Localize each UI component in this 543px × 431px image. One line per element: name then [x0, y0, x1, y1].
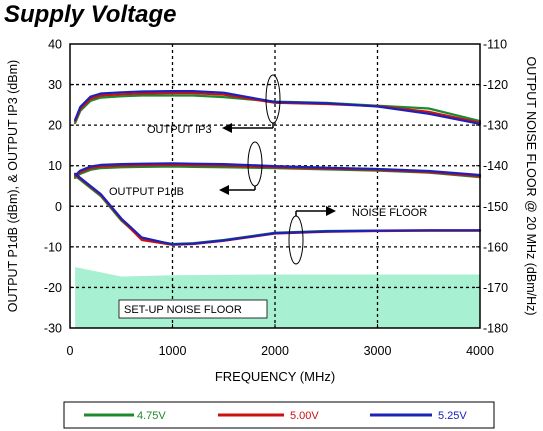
series-line-noise-floor-5-25v: [73, 172, 482, 246]
x-tick-label: 4000: [466, 344, 494, 358]
left-y-tick-label: 40: [48, 38, 62, 52]
series-line-output-ip3-5-25v: [73, 89, 482, 126]
setup-noise-floor-area: [75, 267, 480, 328]
p1db-annotation: OUTPUT P1dB: [109, 141, 263, 198]
setup-noise-label: SET-UP NOISE FLOOR: [124, 304, 242, 316]
right-axis-label: OUTPUT NOISE FLOOR @ 20 MHz (dBm/Hz): [524, 56, 538, 315]
legend-label-5-25v: 5.25V: [438, 410, 467, 422]
left-y-tick-label: -20: [44, 281, 62, 295]
setup-noise-annotation: SET-UP NOISE FLOOR: [118, 299, 268, 319]
ip3-annotation: OUTPUT IP3: [147, 74, 281, 136]
right-y-tick-label: -170: [483, 281, 508, 295]
right-y-tick-label: -110: [483, 38, 507, 52]
p1db-label: OUTPUT P1dB: [109, 186, 184, 198]
left-y-tick-label: 10: [48, 159, 62, 173]
x-tick-label: 3000: [364, 344, 392, 358]
noise-floor-annotation: NOISE FLOOR: [288, 206, 427, 265]
left-axis-label: OUTPUT P1dB (dBm), & OUTPUT IP3 (dBm): [6, 60, 20, 312]
x-tick-label: 1000: [159, 344, 187, 358]
right-y-tick-label: -150: [483, 200, 508, 214]
right-y-tick-label: -130: [483, 119, 508, 133]
left-y-tick-label: 20: [48, 119, 62, 133]
setup-noise-label-box: [118, 299, 268, 319]
left-y-tick-label: -10: [44, 240, 62, 254]
ip3-arrow-head: [222, 123, 232, 133]
chart-title: Supply Voltage: [4, 1, 176, 28]
x-axis-label: FREQUENCY (MHz): [215, 369, 335, 384]
right-y-tick-label: -160: [483, 240, 508, 254]
x-tick-label: 0: [67, 344, 74, 358]
x-tick-label: 2000: [261, 344, 289, 358]
ip3-label: OUTPUT IP3: [147, 124, 212, 136]
noise-floor-arrow-head: [326, 206, 336, 216]
left-y-tick-label: 0: [55, 200, 62, 214]
legend-label-4-75v: 4.75V: [137, 410, 166, 422]
right-y-tick-label: -140: [483, 159, 508, 173]
right-y-tick-label: -180: [483, 322, 508, 336]
noise-floor-label: NOISE FLOOR: [352, 207, 427, 219]
series-line-output-p1db-5-25v: [73, 162, 482, 177]
legend: 4.75V 5.00V 5.25V: [63, 401, 495, 429]
p1db-arrow-head: [219, 185, 229, 195]
right-y-tick-label: -120: [483, 78, 508, 92]
left-y-tick-label: 30: [48, 78, 62, 92]
left-y-tick-label: -30: [44, 322, 62, 336]
legend-label-5-00v: 5.00V: [290, 410, 319, 422]
